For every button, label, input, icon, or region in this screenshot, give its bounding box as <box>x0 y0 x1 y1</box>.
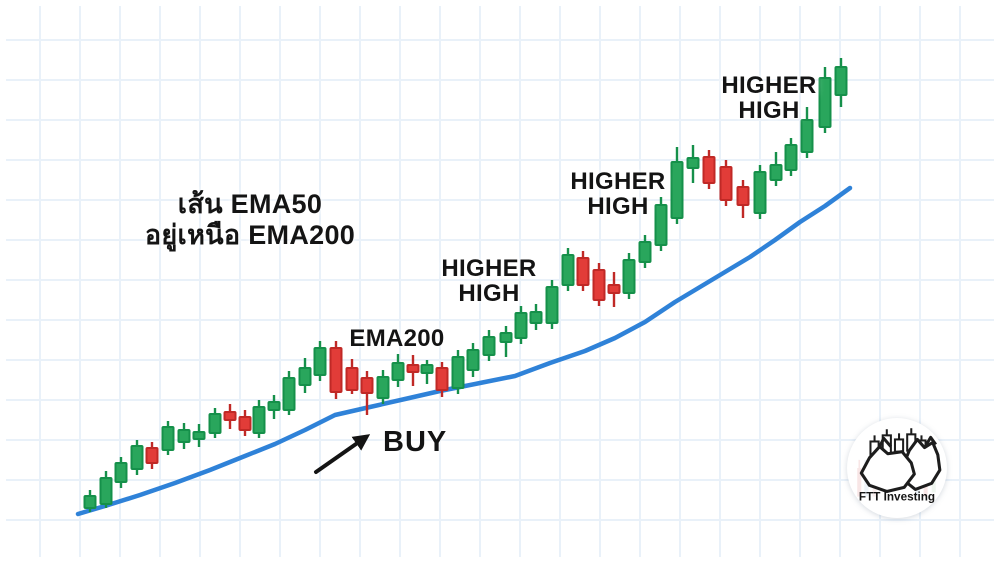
candle-body-up <box>514 312 528 339</box>
candle-body-up <box>466 349 480 371</box>
candle-body-up <box>83 495 97 509</box>
candle-body-down <box>736 186 750 206</box>
candle-body-down <box>435 367 449 391</box>
candle-body-up <box>161 426 175 451</box>
candle-body-down <box>329 347 343 393</box>
higher-high-2-line2: HIGH <box>587 193 649 220</box>
candle-body-up <box>769 164 783 181</box>
candle-body-up <box>208 413 222 434</box>
candle-body-up <box>313 347 327 376</box>
candle-body-down <box>702 156 716 184</box>
buy-arrow <box>314 434 371 474</box>
thai-caption: เส้น EMA50 อยู่เหนือ EMA200 <box>105 189 395 251</box>
higher-high-3-line1: HIGHER <box>721 72 817 99</box>
candle-body-up <box>561 254 575 286</box>
candle-body-up <box>800 119 814 153</box>
logo-brand-text: FTT Investing <box>859 491 935 504</box>
candle-body-down <box>607 284 621 294</box>
candle-body-up <box>451 356 465 389</box>
candle-body-down <box>592 269 606 301</box>
candle-body-up <box>420 364 434 374</box>
candle-body-down <box>360 377 374 394</box>
candle-body-up <box>529 311 543 324</box>
candle-body-down <box>576 257 590 286</box>
candle-body-up <box>376 376 390 399</box>
candle-body-up <box>99 477 113 505</box>
candle-body-up <box>686 157 700 169</box>
ema200-label: EMA200 <box>349 325 445 352</box>
candle-body-up <box>267 401 281 411</box>
candle-body-up <box>499 332 513 343</box>
candle-body-up <box>834 66 848 96</box>
candle-body-up <box>130 445 144 470</box>
candle-body-up <box>670 161 684 219</box>
candle-body-down <box>345 367 359 391</box>
candle-body-up <box>622 259 636 294</box>
candle-body-up <box>482 336 496 356</box>
candle-body-up <box>545 286 559 324</box>
candle-body-up <box>282 377 296 411</box>
candle-body-up <box>818 77 832 128</box>
candles <box>83 58 848 512</box>
candle-body-down <box>406 364 420 373</box>
ftt-investing-logo: FTT Investing <box>847 418 947 518</box>
candle-body-up <box>192 431 206 440</box>
higher-high-label-1: HIGHER HIGH <box>419 256 559 306</box>
buy-label: BUY <box>383 426 448 458</box>
thai-caption-line2: อยู่เหนือ EMA200 <box>144 220 356 250</box>
candle-body-up <box>177 429 191 443</box>
candle-body-down <box>238 416 252 431</box>
higher-high-1-line1: HIGHER <box>441 255 537 282</box>
thai-caption-line1: เส้น EMA50 <box>177 189 323 219</box>
candle-body-up <box>391 362 405 381</box>
candle-body-up <box>753 171 767 214</box>
higher-high-1-line2: HIGH <box>458 280 520 307</box>
ema-line <box>75 185 853 517</box>
candle-body-up <box>114 462 128 483</box>
candle-body-down <box>719 166 733 201</box>
higher-high-3-line2: HIGH <box>738 97 800 124</box>
candle-body-down <box>145 447 159 464</box>
candle-body-up <box>654 204 668 246</box>
higher-high-label-3: HIGHER HIGH <box>699 73 839 123</box>
candle-body-up <box>638 241 652 263</box>
higher-high-2-line1: HIGHER <box>570 168 666 195</box>
candle-body-down <box>223 411 237 421</box>
logo-bull-bear-icon <box>859 435 942 493</box>
candle-body-up <box>784 144 798 171</box>
candle-body-up <box>252 406 266 434</box>
candle-body-up <box>298 367 312 386</box>
higher-high-label-2: HIGHER HIGH <box>548 169 688 219</box>
